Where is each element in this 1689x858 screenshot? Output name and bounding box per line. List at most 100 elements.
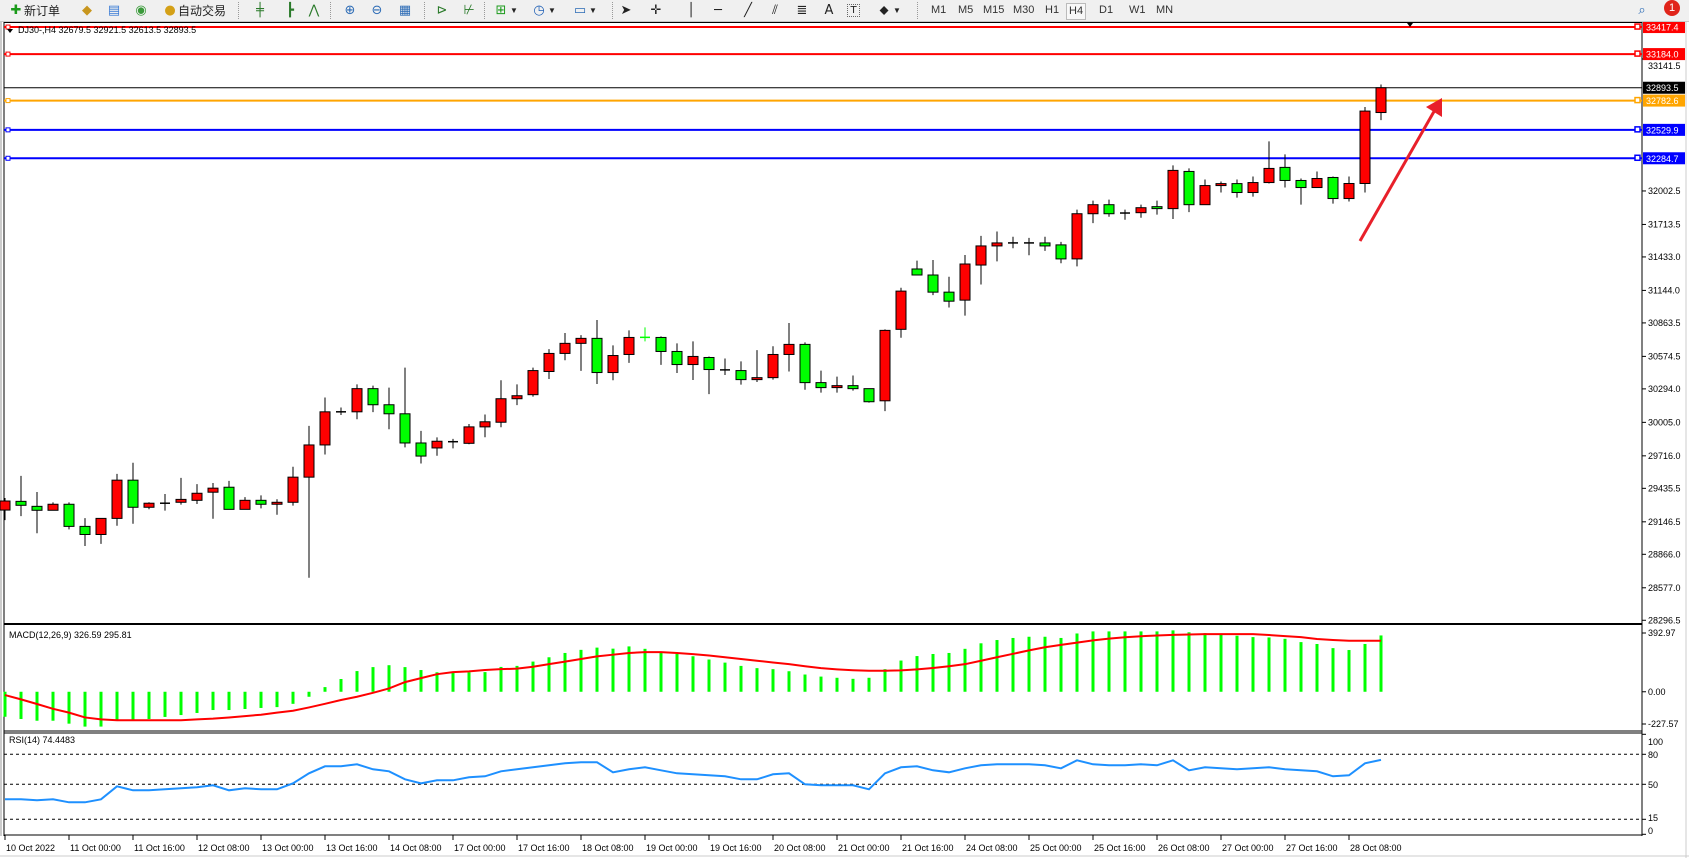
vertical-line-icon[interactable]: │ [687,2,695,18]
zoom-out-icon[interactable]: ⊖ [371,2,383,18]
candle [479,414,491,438]
candle [591,319,603,385]
chart-shift-icon[interactable]: ⊳ [436,2,448,18]
equidistant-channel-icon[interactable]: ⫽ [772,2,778,18]
candle-body [95,517,107,535]
autoscroll-icon[interactable]: ⊬ [463,2,475,18]
text-label-icon[interactable]: A [824,2,834,18]
time-axis-label: 19 Oct 16:00 [710,843,762,853]
chevron-down-icon[interactable]: ▼ [510,6,518,15]
line-chart-icon[interactable]: ⋀ [308,2,320,18]
candle-body [655,336,667,352]
price-tick-label: 30574.5 [1648,351,1681,361]
candle-body [975,245,987,266]
text-box-icon[interactable]: T [847,4,860,17]
time-axis-label: 28 Oct 08:00 [1350,843,1402,853]
macd-histogram-bar [787,671,791,692]
candle-body [943,291,955,302]
candle [143,502,155,510]
macd-histogram-bar [339,679,343,692]
macd-histogram-bar [451,672,455,692]
macd-histogram-bar [1379,635,1383,692]
auto-trading-icon: ● [164,2,176,18]
crosshair-icon[interactable]: ✛ [650,2,662,18]
price-tick-label: 28296.5 [1648,615,1681,625]
candle [831,376,843,393]
candle-body [223,486,235,510]
candle-body [895,290,907,330]
candle [1279,154,1291,188]
periods-icon[interactable]: ◷ [533,2,545,18]
candle [1231,179,1243,198]
timeframe-m5[interactable]: M5 [958,4,974,16]
candle [671,343,683,374]
candle-body [175,498,187,503]
zoom-in-icon[interactable]: ⊕ [344,2,356,18]
price-line-label-box [1643,21,1685,34]
shapes-icon[interactable]: ⬥ [879,2,889,18]
line-anchor-handle [1634,23,1641,30]
macd-histogram-bar [1235,635,1239,692]
search-icon[interactable]: ⌕ [1638,2,1646,18]
candle [1375,84,1387,121]
timeframe-m30[interactable]: M30 [1013,4,1035,16]
candle [575,335,587,371]
timeframe-m15[interactable]: M15 [983,4,1005,16]
macd-histogram-bar [259,691,263,708]
timeframe-d1[interactable]: D1 [1099,4,1114,16]
cursor-icon[interactable]: ➤ [620,2,632,18]
bar-chart-icon[interactable]: ╪ [256,2,264,18]
candle [735,361,747,385]
tile-windows-icon[interactable]: ▦ [398,2,412,18]
candle [1008,236,1018,249]
price-tick-label: 31713.5 [1648,219,1681,229]
macd-histogram-bar [1123,631,1127,692]
time-axis-label: 19 Oct 00:00 [646,843,698,853]
trendline-icon[interactable]: ╱ [744,2,752,18]
timeframe-m1[interactable]: M1 [931,4,947,16]
candlestick-icon[interactable]: ┣ [286,2,294,18]
macd-histogram-bar [771,669,775,692]
timeframe-h4[interactable]: H4 [1066,3,1087,20]
macd-histogram-bar [1091,631,1095,692]
macd-histogram-bar [1251,637,1255,692]
timeframe-w1[interactable]: W1 [1129,4,1146,16]
macd-histogram-bar [3,691,7,717]
candle-body [1215,183,1227,187]
templates-icon[interactable]: ▭ [573,2,587,18]
macd-histogram-bar [1203,633,1207,692]
price-line-label-box [1643,123,1685,136]
candle [175,477,187,505]
candle-body [415,442,427,457]
timeframe-mn[interactable]: MN [1156,4,1174,16]
horizontal-line-icon[interactable]: ─ [714,2,722,18]
macd-histogram-bar [947,652,951,692]
indicators-icon[interactable]: ⊞ [495,2,507,18]
notification-badge[interactable]: 1 [1664,0,1680,16]
candle [1183,168,1195,213]
macd-histogram-bar [563,652,567,692]
auto-trading-button[interactable]: ● 自动交易 [162,2,226,19]
chevron-down-icon[interactable]: ▼ [893,6,901,15]
candle-body [735,370,747,381]
candle-body [1311,178,1323,189]
candle-body [1247,182,1259,194]
candle-body [1375,87,1387,114]
candle-body [799,343,811,384]
candle [303,425,315,578]
timeframe-h1[interactable]: H1 [1045,4,1060,16]
fibonacci-icon[interactable]: ≣ [796,2,808,18]
new-order-button[interactable]: ✚ 新订单 [8,2,60,19]
market-watch-icon[interactable]: ▤ [107,2,121,18]
line-anchor-handle [1634,50,1641,57]
macd-histogram-bar [579,649,583,692]
candle-body [31,505,43,511]
chevron-down-icon[interactable]: ▼ [589,6,597,15]
chevron-down-icon[interactable]: ▼ [548,6,556,15]
signals-icon[interactable]: ◉ [135,2,147,18]
gold-icon[interactable]: ◆ [82,2,92,18]
time-axis-label: 27 Oct 16:00 [1286,843,1338,853]
annotation-arrow[interactable] [1358,107,1438,242]
candle [351,384,363,420]
